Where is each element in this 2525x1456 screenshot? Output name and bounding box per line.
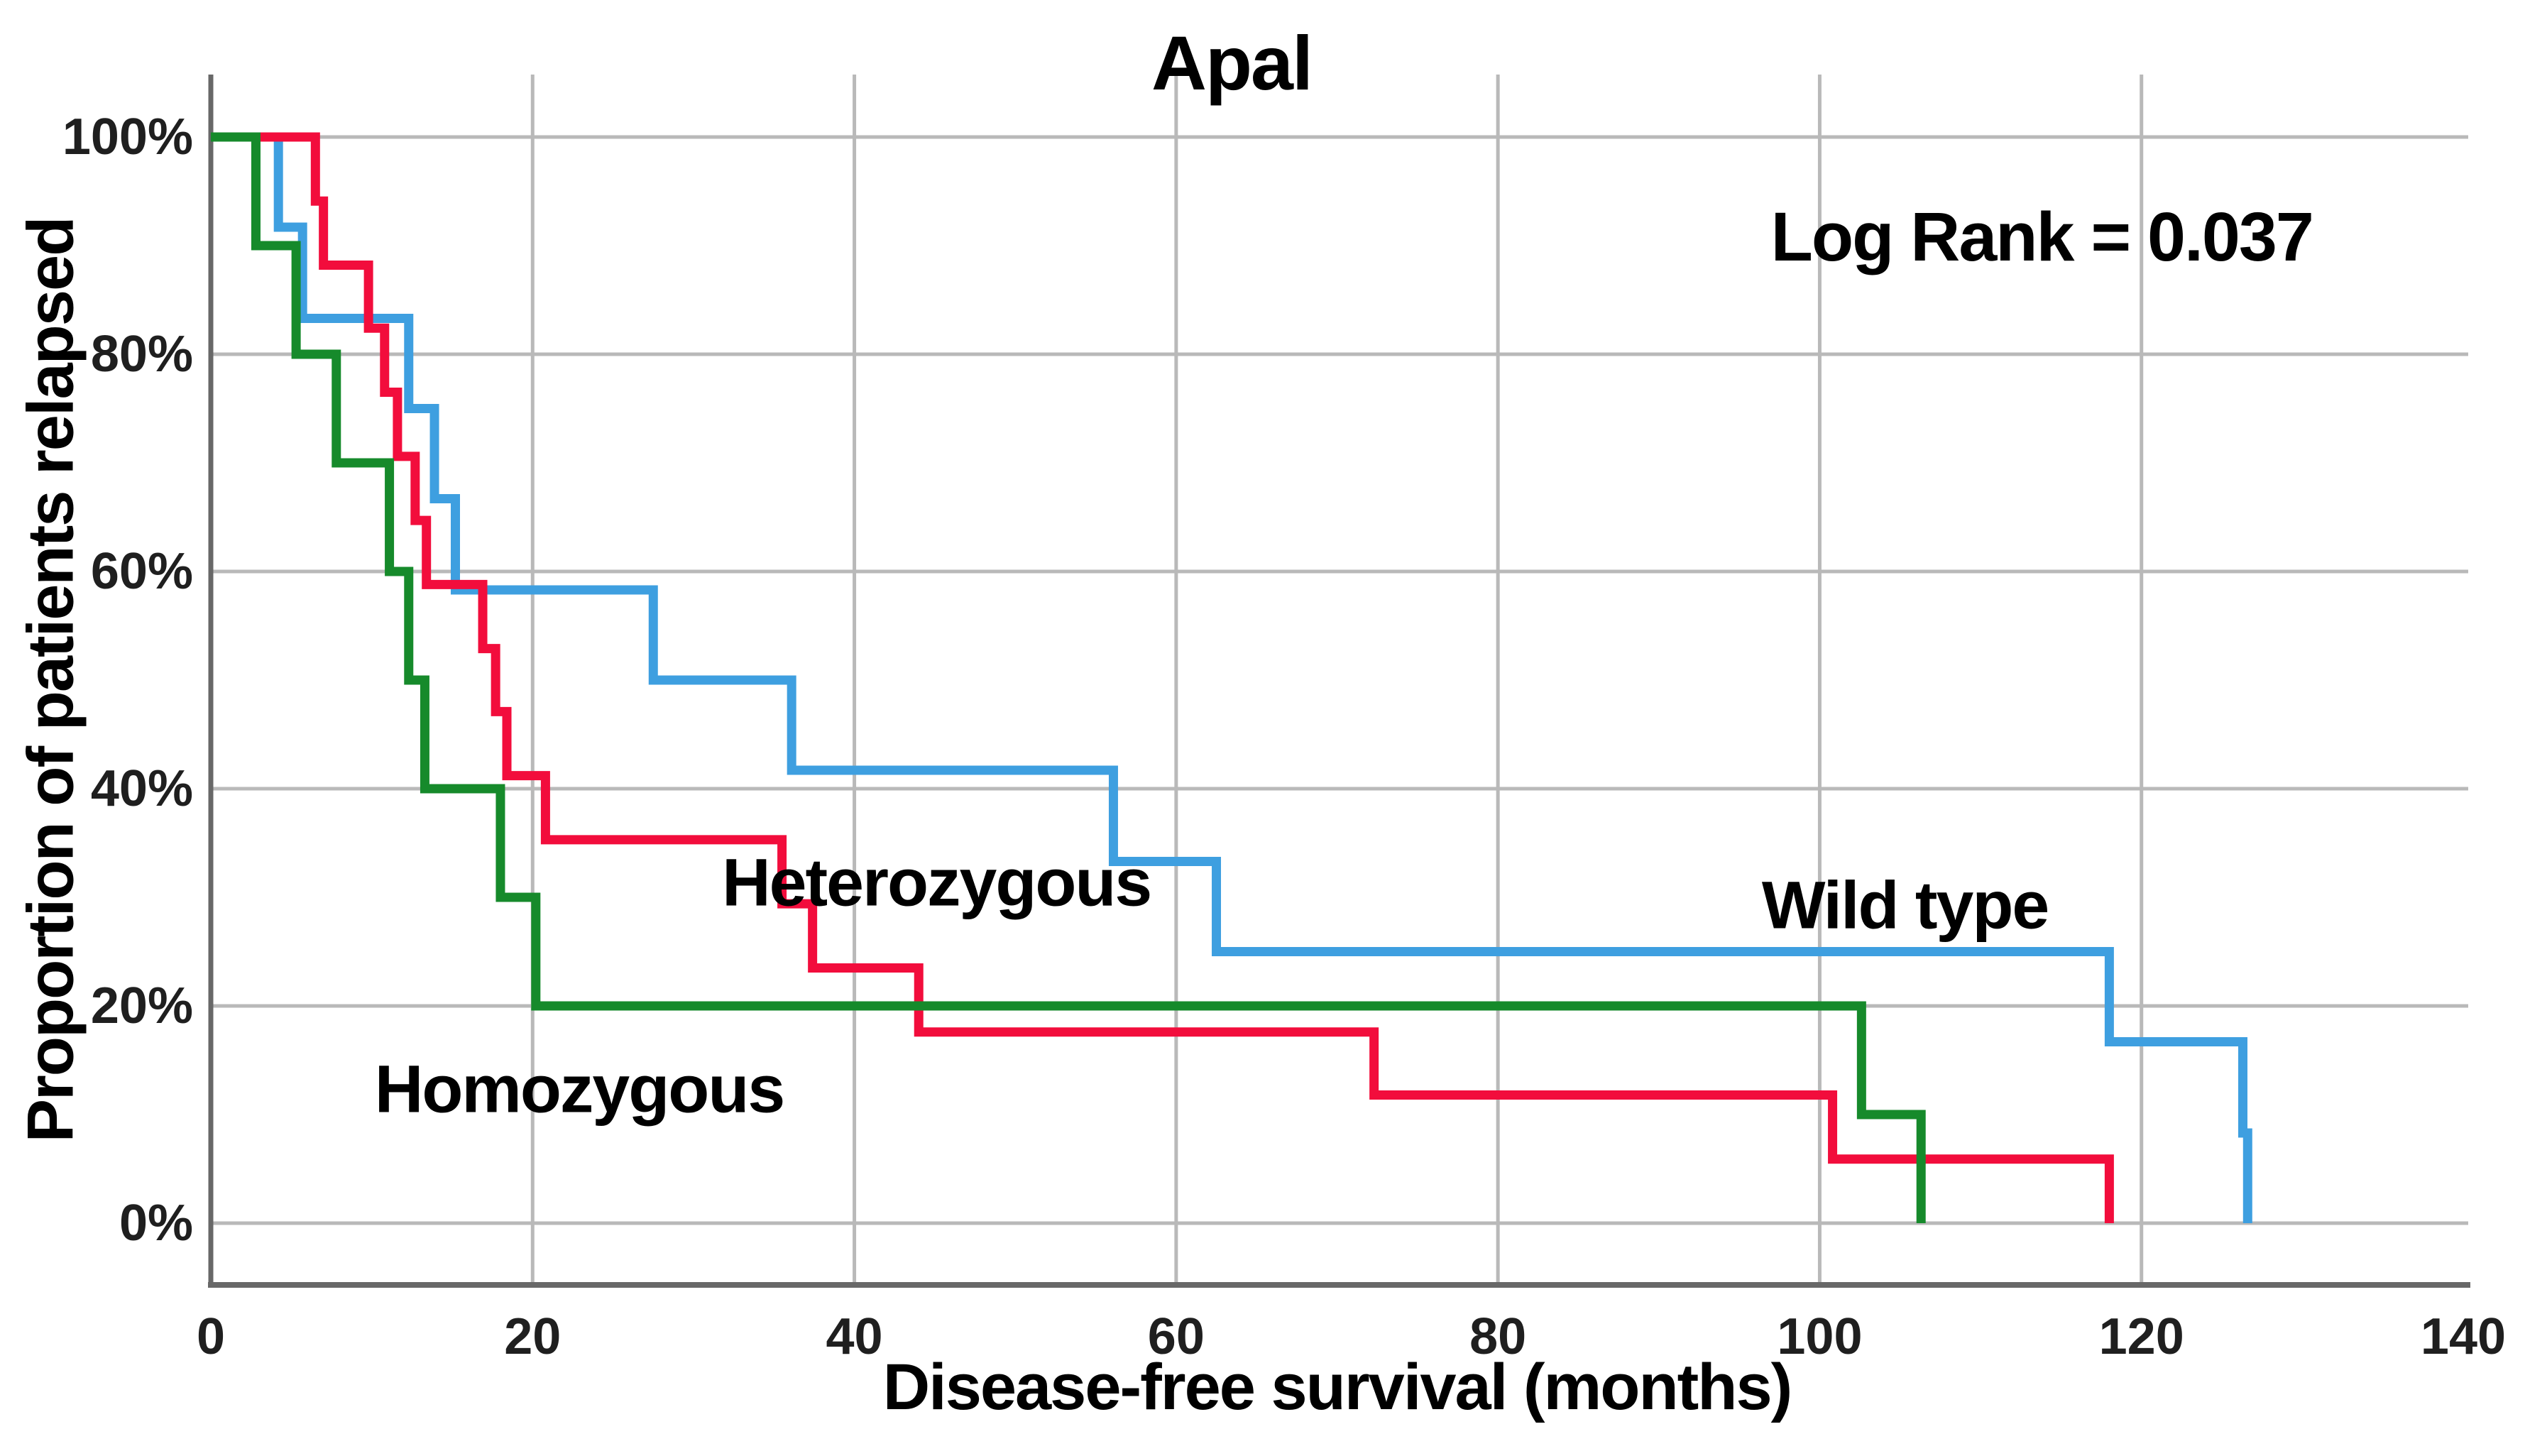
series-label-homozygous: Homozygous (374, 1051, 785, 1127)
y-tick-label-0%: 0% (119, 1195, 193, 1252)
y-tick-label-60%: 60% (90, 543, 193, 600)
series-line-wild-type (211, 132, 2252, 1223)
x-tick-label-60: 60 (1147, 1308, 1205, 1365)
x-tick-label-20: 20 (504, 1308, 562, 1365)
series-line-homozygous (211, 132, 1926, 1223)
x-axis-label: Disease-free survival (months) (882, 1351, 1793, 1423)
series-label-wild-type: Wild type (1761, 867, 2049, 943)
x-tick-label-140: 140 (2420, 1308, 2507, 1365)
x-tick-label-0: 0 (196, 1308, 226, 1365)
y-tick-label-20%: 20% (90, 978, 193, 1034)
series-label-heterozygous: Heterozygous (722, 845, 1152, 921)
log-rank-annotation: Log Rank = 0.037 (1770, 197, 2314, 275)
y-tick-label-80%: 80% (90, 326, 193, 383)
x-tick-label-40: 40 (826, 1308, 883, 1365)
x-tick-label-100: 100 (1777, 1308, 1863, 1365)
x-tick-label-80: 80 (1469, 1308, 1527, 1365)
series-line-heterozygous (211, 132, 2114, 1223)
chart-title: Apal (1151, 20, 1313, 106)
x-tick-label-120: 120 (2098, 1308, 2184, 1365)
y-tick-label-40%: 40% (90, 760, 193, 817)
y-tick-label-100%: 100% (62, 109, 193, 165)
